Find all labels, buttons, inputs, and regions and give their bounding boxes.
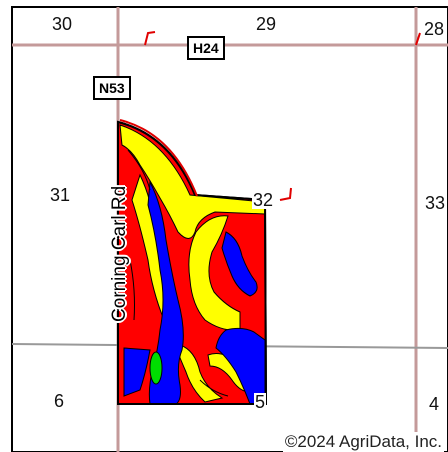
section-number-4: 4 [429, 395, 439, 413]
copyright-notice: ©2024 AgriData, Inc. [283, 432, 444, 452]
boundary-tick-north [145, 32, 155, 45]
highway-shield-h24: H24 [187, 36, 225, 60]
section-number-32: 32 [252, 191, 274, 209]
section-number-29: 29 [256, 15, 276, 33]
boundary-tick-32 [280, 188, 291, 200]
road-label-corning-carl-rd: Corning Carl Rd [109, 186, 131, 322]
section-number-5: 5 [254, 393, 266, 411]
section-number-33: 33 [425, 194, 445, 212]
soil-polygon-green [150, 352, 162, 384]
section-number-6: 6 [54, 392, 64, 410]
section-number-28: 28 [424, 20, 444, 38]
highway-shield-n53: N53 [93, 76, 131, 100]
section-number-31: 31 [50, 186, 70, 204]
section-number-30: 30 [52, 15, 72, 33]
